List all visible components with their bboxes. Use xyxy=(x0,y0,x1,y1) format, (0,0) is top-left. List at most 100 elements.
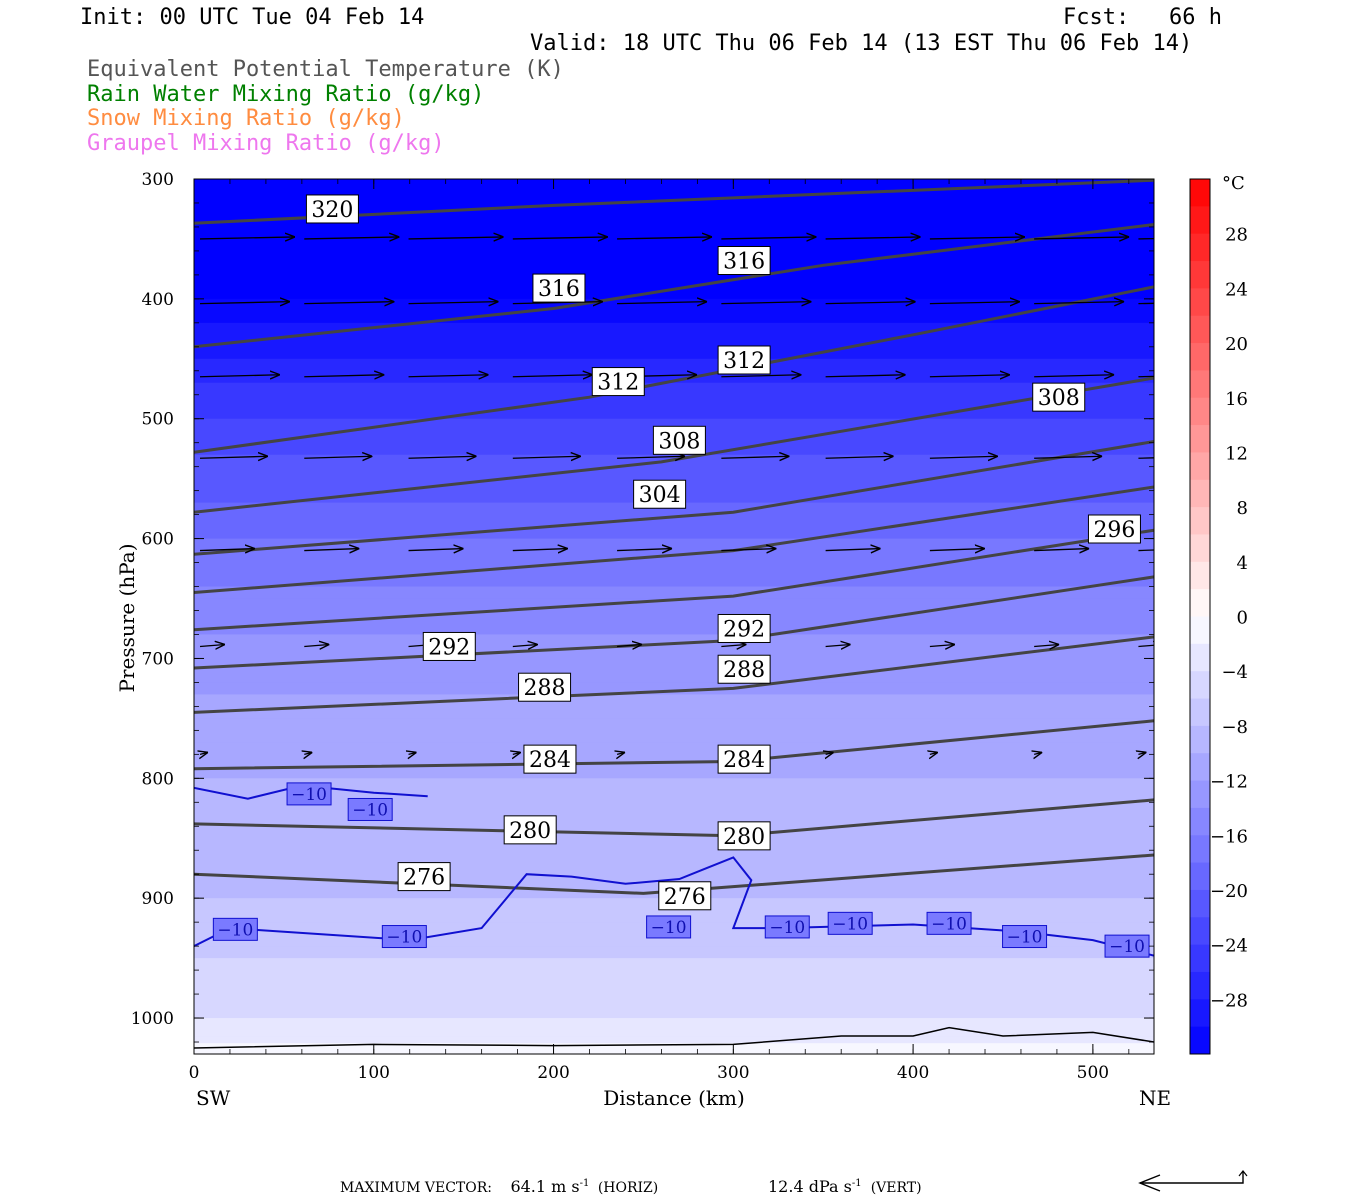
wind-vector xyxy=(721,302,811,304)
temperature-band xyxy=(194,262,1154,276)
y-tick-label: 400 xyxy=(142,290,174,310)
wind-vector xyxy=(199,375,280,377)
wind-vector xyxy=(825,375,906,377)
theta-e-contour xyxy=(194,440,1154,556)
valid-time-label: Valid: 18 UTC Thu 06 Feb 14 (13 EST Thu … xyxy=(530,31,1193,56)
temp-label-box xyxy=(646,915,692,939)
colorbar-swatch xyxy=(1190,261,1210,289)
theta-e-label: 292 xyxy=(723,617,765,642)
colorbar-label: −16 xyxy=(1210,826,1248,847)
temp-contour-label: −10 xyxy=(1007,928,1043,948)
temperature-band xyxy=(194,646,1154,660)
colorbar-swatch xyxy=(1190,862,1210,891)
legend-theta-e: Equivalent Potential Temperature (K) xyxy=(87,57,564,82)
theta-e-label: 312 xyxy=(597,371,639,396)
temp-contour-label: −10 xyxy=(651,918,687,938)
footer-max-vector: MAXIMUM VECTOR: 64.1 m s-1 (HORIZ) xyxy=(340,1174,658,1196)
wind-vector xyxy=(721,456,789,458)
wind-vector xyxy=(826,752,834,754)
wind-vector xyxy=(512,456,581,458)
wind-vector xyxy=(617,456,685,458)
y-tick-label: 1000 xyxy=(131,1009,174,1029)
wind-vector xyxy=(617,302,707,304)
temperature-band xyxy=(194,502,1154,516)
colorbar-swatch xyxy=(1190,671,1210,700)
legend-snow: Snow Mixing Ratio (g/kg) xyxy=(87,106,405,131)
wind-vector xyxy=(304,237,399,239)
temperature-band xyxy=(194,322,1154,336)
wind-vector xyxy=(512,302,603,304)
wind-vector xyxy=(304,302,394,304)
colorbar-swatch xyxy=(1190,370,1210,399)
x-axis-label: Distance (km) xyxy=(603,1086,745,1110)
wind-vector xyxy=(199,644,225,646)
theta-e-label: 276 xyxy=(403,866,445,891)
wind-vector xyxy=(1138,302,1154,305)
wind-vector xyxy=(304,549,359,551)
wind-vector xyxy=(408,302,499,304)
temperature-band xyxy=(194,934,1154,947)
wind-vector xyxy=(1034,456,1102,458)
temp-label-box xyxy=(286,782,332,806)
theta-e-label-box xyxy=(652,425,706,455)
wind-vector xyxy=(304,456,372,458)
colorbar-swatch xyxy=(1190,643,1210,672)
wind-vector xyxy=(930,752,938,754)
wind-vector xyxy=(409,752,417,754)
wind-vector xyxy=(929,375,1010,377)
temperature-band xyxy=(194,862,1154,875)
y-tick-label: 700 xyxy=(142,649,174,669)
theta-e-label-box xyxy=(1087,514,1141,544)
temperature-band xyxy=(194,550,1154,564)
theta-e-label: 312 xyxy=(723,349,765,374)
colorbar-label: −28 xyxy=(1210,990,1248,1011)
wind-vector xyxy=(1138,752,1146,754)
theta-e-contour xyxy=(194,528,1154,632)
temp-contour-label: −10 xyxy=(386,928,422,948)
colorbar-swatch xyxy=(1190,835,1210,864)
colorbar-label: −12 xyxy=(1210,772,1248,793)
temperature-band xyxy=(194,790,1154,803)
colorbar-swatch xyxy=(1190,589,1210,617)
temperature-band xyxy=(194,634,1154,648)
wind-vector xyxy=(929,237,1025,239)
temperature-band xyxy=(194,994,1154,1007)
temperature-band xyxy=(194,982,1154,995)
colorbar-swatch xyxy=(1190,179,1210,207)
colorbar-label: 28 xyxy=(1225,225,1248,246)
temperature-band xyxy=(194,1039,1154,1044)
y-tick-label: 800 xyxy=(142,769,174,789)
wind-vector xyxy=(617,549,672,551)
temp-label-box xyxy=(827,911,873,935)
wind-vector xyxy=(929,456,998,458)
temp-label-box xyxy=(212,917,258,941)
wind-vector xyxy=(825,302,916,304)
colorbar-label: 16 xyxy=(1225,389,1248,410)
temp-label-box xyxy=(347,797,393,821)
temperature-band xyxy=(194,190,1154,204)
colorbar-swatch xyxy=(1190,507,1210,535)
theta-e-contour xyxy=(194,853,1154,895)
colorbar-swatch xyxy=(1190,206,1210,235)
wind-vector xyxy=(304,644,329,646)
theta-e-label-box xyxy=(422,631,476,661)
colorbar-label: 0 xyxy=(1237,608,1248,629)
wind-vector xyxy=(199,237,295,239)
temp-contour-label: −10 xyxy=(352,800,388,820)
colorbar-swatch xyxy=(1190,561,1210,590)
temperature-band xyxy=(194,574,1154,588)
y-axis-label: Pressure (hPa) xyxy=(115,544,139,693)
theta-e-label-box xyxy=(591,367,645,397)
theta-e-label: 284 xyxy=(529,748,571,773)
colorbar-swatch xyxy=(1190,917,1210,946)
wind-vector xyxy=(929,549,985,551)
colorbar-swatch xyxy=(1190,753,1210,782)
colorbar-swatch xyxy=(1190,233,1210,262)
colorbar-swatch xyxy=(1190,725,1210,754)
temperature-band xyxy=(194,286,1154,300)
colorbar-label: −4 xyxy=(1221,662,1248,683)
temp-label-box xyxy=(381,925,427,949)
wind-vector xyxy=(304,375,384,377)
wind-vector xyxy=(408,237,504,239)
forecast-hour-label: Fcst: 66 h xyxy=(1063,5,1222,30)
